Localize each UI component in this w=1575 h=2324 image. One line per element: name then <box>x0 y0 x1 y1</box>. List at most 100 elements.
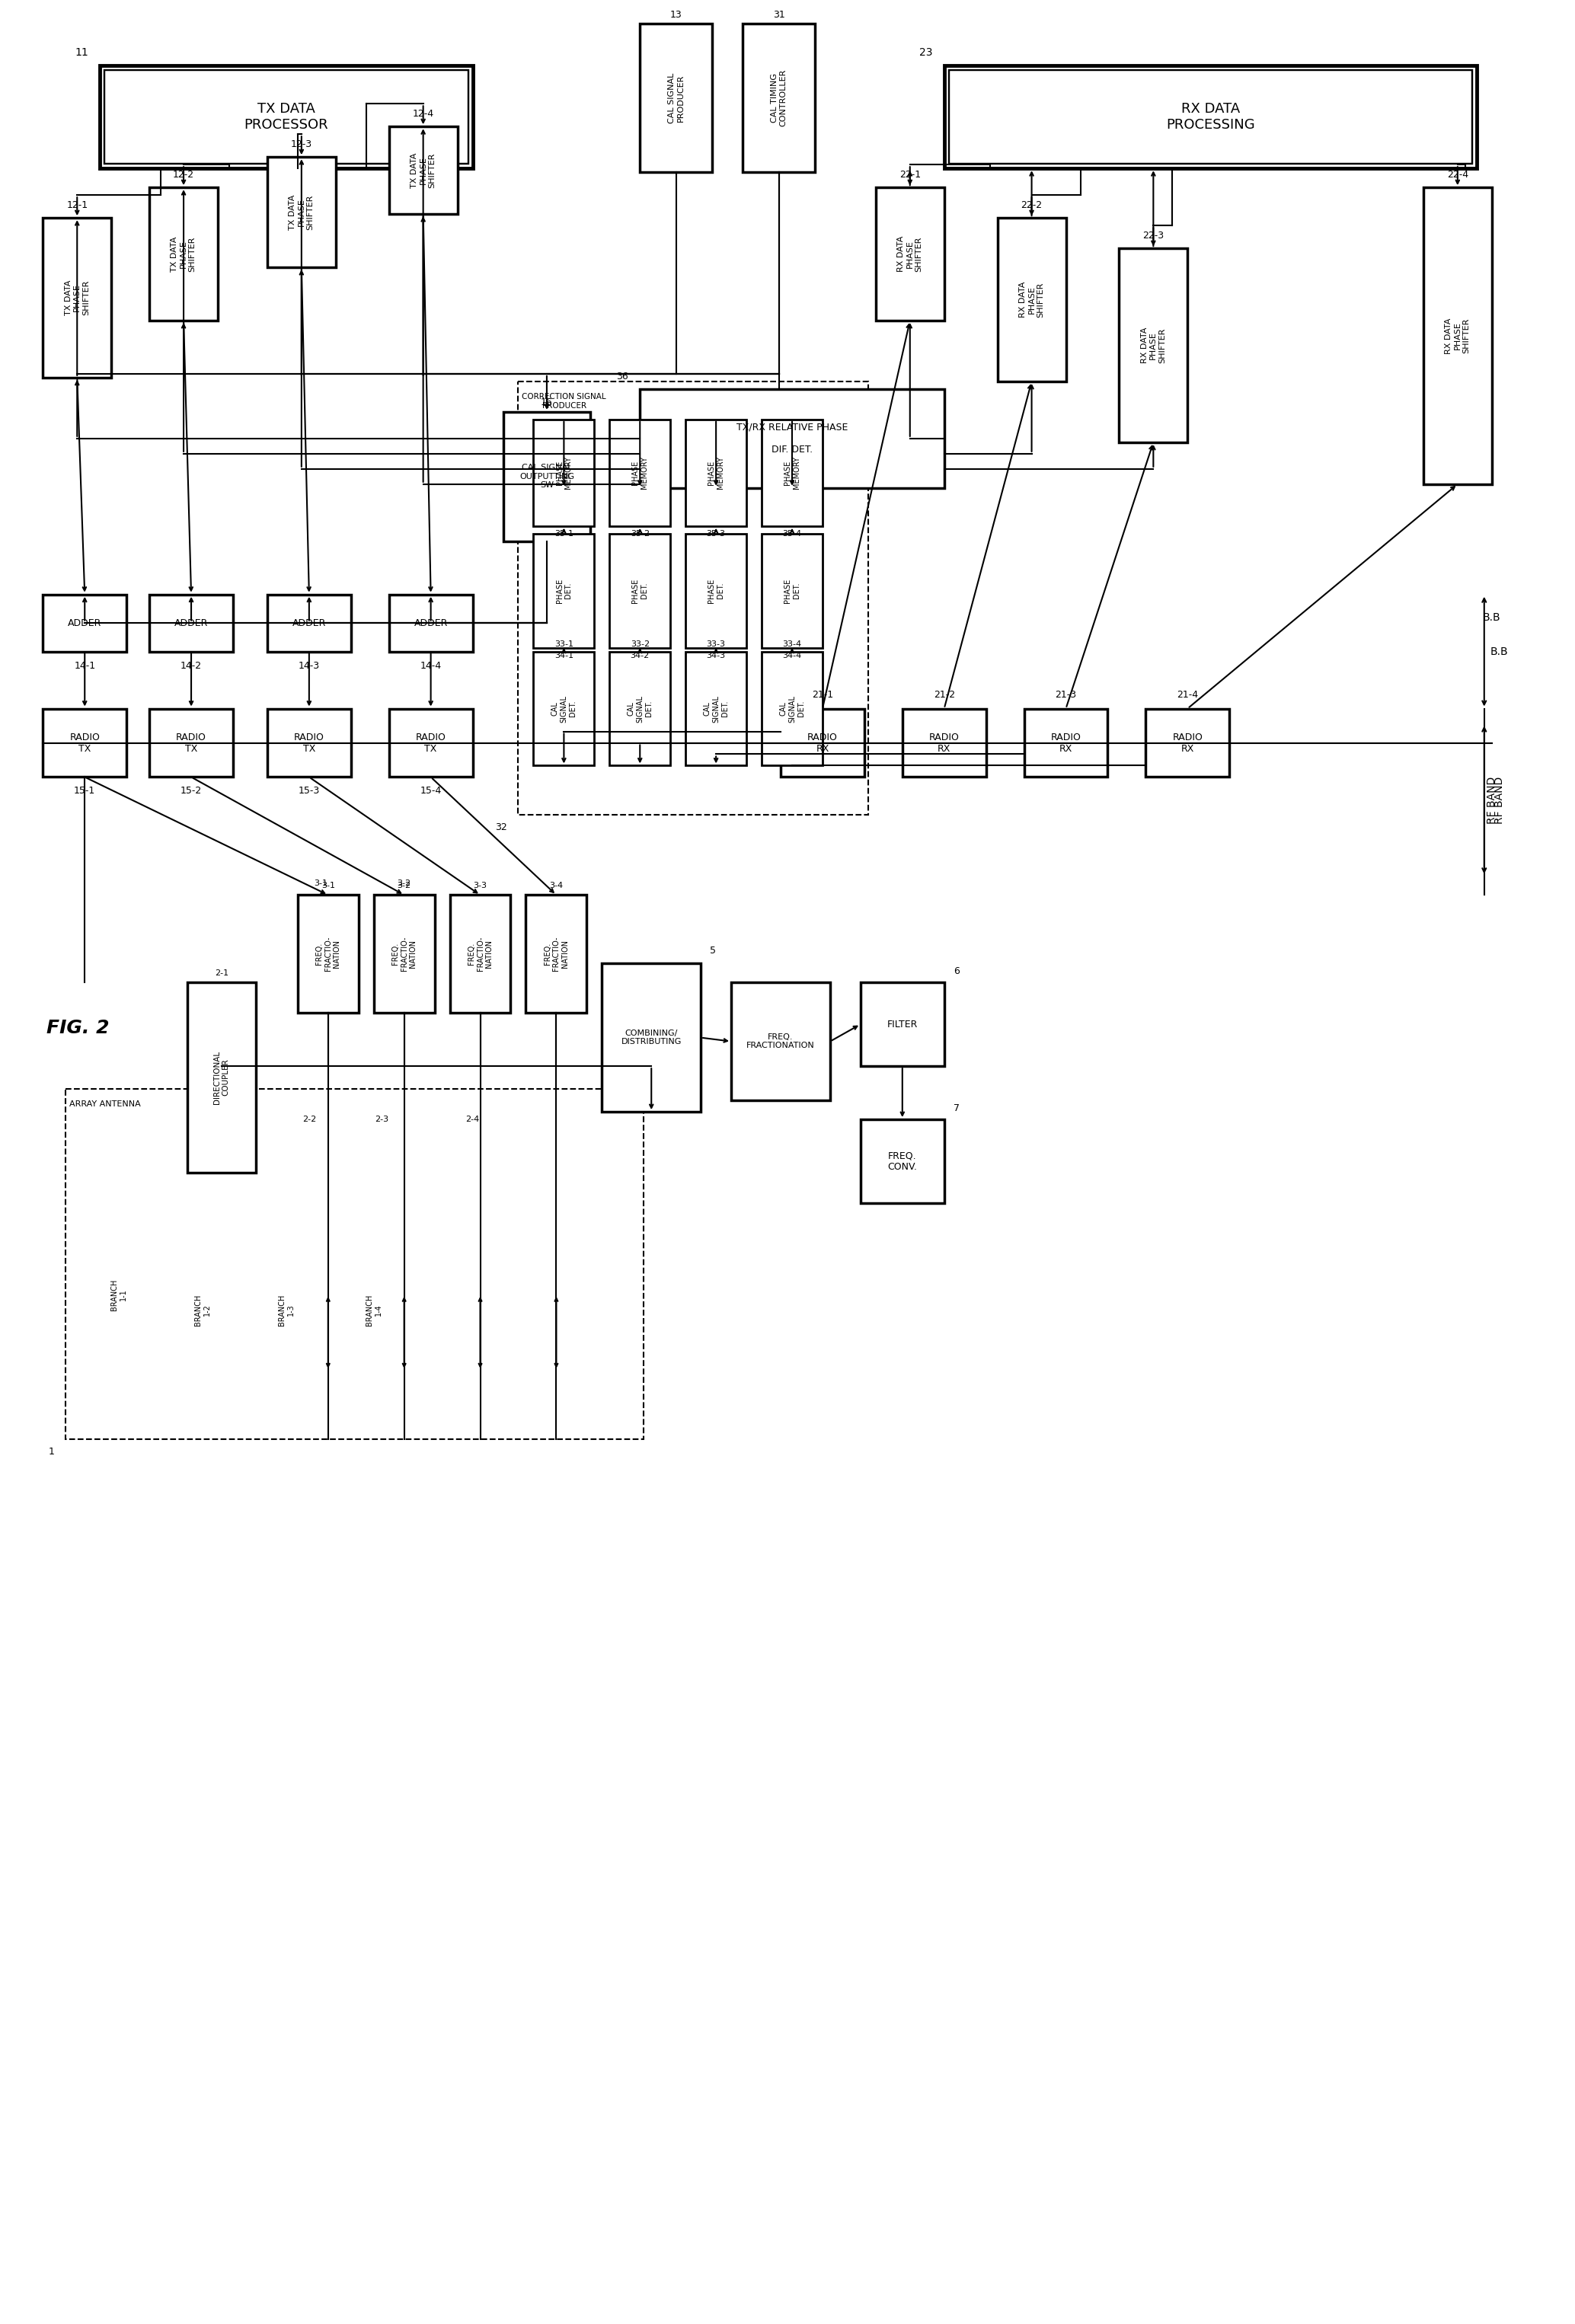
Text: 14-3: 14-3 <box>298 660 320 672</box>
Text: 2-1: 2-1 <box>214 969 228 976</box>
Text: 31: 31 <box>773 9 784 19</box>
Bar <box>781 709 865 776</box>
Bar <box>1145 709 1230 776</box>
Text: 33-1: 33-1 <box>554 639 573 648</box>
Bar <box>66 1090 644 1439</box>
Bar <box>104 70 468 165</box>
Text: TX DATA
PHASE
SHIFTER: TX DATA PHASE SHIFTER <box>172 237 197 272</box>
Text: CAL TIMING
CONTROLLER: CAL TIMING CONTROLLER <box>770 70 788 128</box>
Bar <box>610 535 671 648</box>
Bar <box>99 65 472 167</box>
Text: B.B: B.B <box>1490 646 1509 658</box>
Text: 23: 23 <box>920 46 932 58</box>
Bar <box>602 964 701 1111</box>
Text: 22-2: 22-2 <box>1021 200 1043 209</box>
Text: 34-1: 34-1 <box>554 651 573 660</box>
Text: RF BAND: RF BAND <box>1487 776 1498 823</box>
Text: CAL SIGNAL
PRODUCER: CAL SIGNAL PRODUCER <box>668 72 684 123</box>
Bar <box>685 651 747 765</box>
Text: 21-2: 21-2 <box>934 690 954 700</box>
Bar <box>1424 188 1492 483</box>
Text: PHASE
MEMORY: PHASE MEMORY <box>784 456 800 488</box>
Text: 14-4: 14-4 <box>421 660 441 672</box>
Bar <box>610 421 671 525</box>
Text: CAL
SIGNAL
DET.: CAL SIGNAL DET. <box>627 695 652 723</box>
Text: TX DATA
PHASE
SHIFTER: TX DATA PHASE SHIFTER <box>411 153 436 188</box>
Bar <box>373 895 435 1013</box>
Bar <box>187 983 255 1174</box>
Text: 3-3: 3-3 <box>474 883 487 890</box>
Text: RX DATA
PHASE
SHIFTER: RX DATA PHASE SHIFTER <box>1140 328 1166 363</box>
Text: 21-4: 21-4 <box>1177 690 1199 700</box>
Bar <box>450 895 510 1013</box>
Text: 12-3: 12-3 <box>291 139 312 149</box>
Bar <box>860 983 943 1067</box>
Bar <box>43 218 112 376</box>
Text: 2-3: 2-3 <box>375 1116 389 1122</box>
Text: RADIO
RX: RADIO RX <box>1172 732 1203 753</box>
Text: 32: 32 <box>495 823 507 832</box>
Bar <box>860 1120 943 1204</box>
Text: 33-3: 33-3 <box>707 639 726 648</box>
Text: CORRECTION SIGNAL
PRODUCER: CORRECTION SIGNAL PRODUCER <box>521 393 606 409</box>
Text: RADIO
TX: RADIO TX <box>416 732 446 753</box>
Text: 14-2: 14-2 <box>181 660 202 672</box>
Text: TX/RX RELATIVE PHASE

DIF. DET.: TX/RX RELATIVE PHASE DIF. DET. <box>737 423 847 456</box>
Text: 14-1: 14-1 <box>74 660 96 672</box>
Text: CAL
SIGNAL
DET.: CAL SIGNAL DET. <box>704 695 729 723</box>
Text: 33-4: 33-4 <box>783 639 802 648</box>
Text: CAL
SIGNAL
DET.: CAL SIGNAL DET. <box>551 695 576 723</box>
Text: 3-1: 3-1 <box>321 883 335 890</box>
Bar <box>526 895 587 1013</box>
Text: BRANCH
1-4: BRANCH 1-4 <box>365 1294 383 1325</box>
Text: 22-3: 22-3 <box>1142 230 1164 242</box>
Text: DIRECTIONAL
COUPLER: DIRECTIONAL COUPLER <box>213 1050 230 1104</box>
Text: 3-1: 3-1 <box>313 881 328 888</box>
Bar <box>902 709 986 776</box>
Text: 12-1: 12-1 <box>66 200 88 209</box>
Text: RADIO
RX: RADIO RX <box>929 732 959 753</box>
Text: ADDER: ADDER <box>68 618 102 627</box>
Bar <box>1024 709 1107 776</box>
Text: RX DATA
PHASE
SHIFTER: RX DATA PHASE SHIFTER <box>898 237 923 272</box>
Bar <box>389 709 472 776</box>
Text: PHASE
MEMORY: PHASE MEMORY <box>556 456 572 488</box>
Bar <box>685 535 747 648</box>
Text: 15-2: 15-2 <box>181 786 202 797</box>
Text: ADDER: ADDER <box>414 618 447 627</box>
Bar <box>762 535 822 648</box>
Text: 3-2: 3-2 <box>397 883 411 890</box>
Bar <box>948 70 1473 165</box>
Text: CAL
SIGNAL
DET.: CAL SIGNAL DET. <box>780 695 805 723</box>
Text: 36: 36 <box>616 372 628 381</box>
Bar <box>150 595 233 651</box>
Bar <box>150 188 217 321</box>
Bar <box>534 651 594 765</box>
Bar <box>943 65 1477 167</box>
Text: 22-4: 22-4 <box>1447 170 1468 179</box>
Bar <box>389 595 472 651</box>
Bar <box>639 23 712 172</box>
Text: BRANCH
1-3: BRANCH 1-3 <box>279 1294 295 1325</box>
Text: 21-3: 21-3 <box>1055 690 1077 700</box>
Bar <box>997 218 1066 381</box>
Text: FREQ.
FRACTIO-
NATION: FREQ. FRACTIO- NATION <box>468 937 493 971</box>
Bar <box>685 421 747 525</box>
Bar <box>150 709 233 776</box>
Bar <box>298 895 359 1013</box>
Text: FIG. 2: FIG. 2 <box>47 1018 110 1037</box>
Bar <box>1120 249 1188 442</box>
Text: PHASE
DET.: PHASE DET. <box>632 579 649 602</box>
Text: 6: 6 <box>953 967 959 976</box>
Bar <box>534 421 594 525</box>
Text: B.B: B.B <box>1482 611 1501 623</box>
Text: BRANCH
1-1: BRANCH 1-1 <box>110 1278 128 1311</box>
Text: RADIO
TX: RADIO TX <box>176 732 206 753</box>
Text: BRANCH
1-2: BRANCH 1-2 <box>194 1294 211 1325</box>
Bar <box>534 535 594 648</box>
Text: FREQ.
FRACTIO-
NATION: FREQ. FRACTIO- NATION <box>543 937 569 971</box>
Text: 35-3: 35-3 <box>707 530 726 537</box>
Bar <box>876 188 943 321</box>
Bar <box>268 158 335 267</box>
Text: 34-4: 34-4 <box>783 651 802 660</box>
